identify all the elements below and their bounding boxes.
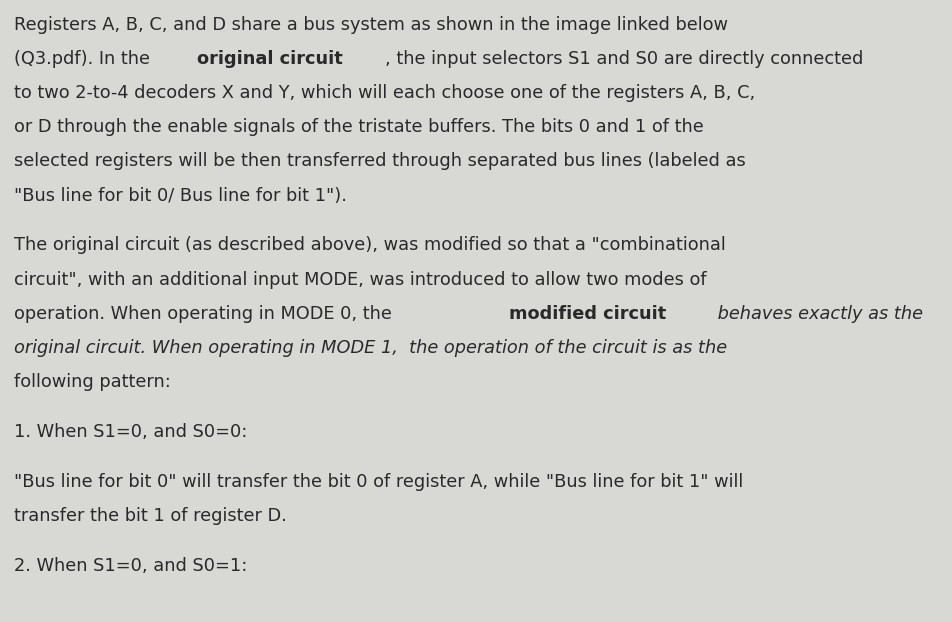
Text: (Q3.pdf). In the: (Q3.pdf). In the bbox=[14, 50, 156, 68]
Text: or D through the enable signals of the tristate buffers. The bits 0 and 1 of the: or D through the enable signals of the t… bbox=[14, 118, 704, 136]
Text: , the input selectors S1 and S0 are directly connected: , the input selectors S1 and S0 are dire… bbox=[385, 50, 863, 68]
Text: "Bus line for bit 0/ Bus line for bit 1").: "Bus line for bit 0/ Bus line for bit 1"… bbox=[14, 187, 347, 205]
Text: transfer the bit 1 of register D.: transfer the bit 1 of register D. bbox=[14, 507, 287, 525]
Text: 1. When S1=0, and S0=0:: 1. When S1=0, and S0=0: bbox=[14, 423, 248, 441]
Text: 2. When S1=0, and S0=1:: 2. When S1=0, and S0=1: bbox=[14, 557, 248, 575]
Text: behaves exactly as the: behaves exactly as the bbox=[711, 305, 922, 323]
Text: to two 2-to-4 decoders X and Y, which will each choose one of the registers A, B: to two 2-to-4 decoders X and Y, which wi… bbox=[14, 84, 755, 102]
Text: The original circuit (as described above), was modified so that a "combinational: The original circuit (as described above… bbox=[14, 236, 725, 254]
Text: original circuit: original circuit bbox=[197, 50, 343, 68]
Text: original circuit. When operating in MODE 1,  the operation of the circuit is as : original circuit. When operating in MODE… bbox=[14, 339, 726, 357]
Text: Registers A, B, C, and D share a bus system as shown in the image linked below: Registers A, B, C, and D share a bus sys… bbox=[14, 16, 727, 34]
Text: circuit", with an additional input MODE, was introduced to allow two modes of: circuit", with an additional input MODE,… bbox=[14, 271, 706, 289]
Text: selected registers will be then transferred through separated bus lines (labeled: selected registers will be then transfer… bbox=[14, 152, 745, 170]
Text: operation. When operating in MODE 0, the: operation. When operating in MODE 0, the bbox=[14, 305, 397, 323]
Text: "Bus line for bit 0" will transfer the bit 0 of register A, while "Bus line for : "Bus line for bit 0" will transfer the b… bbox=[14, 473, 743, 491]
Text: modified circuit: modified circuit bbox=[508, 305, 665, 323]
Text: following pattern:: following pattern: bbox=[14, 373, 171, 391]
